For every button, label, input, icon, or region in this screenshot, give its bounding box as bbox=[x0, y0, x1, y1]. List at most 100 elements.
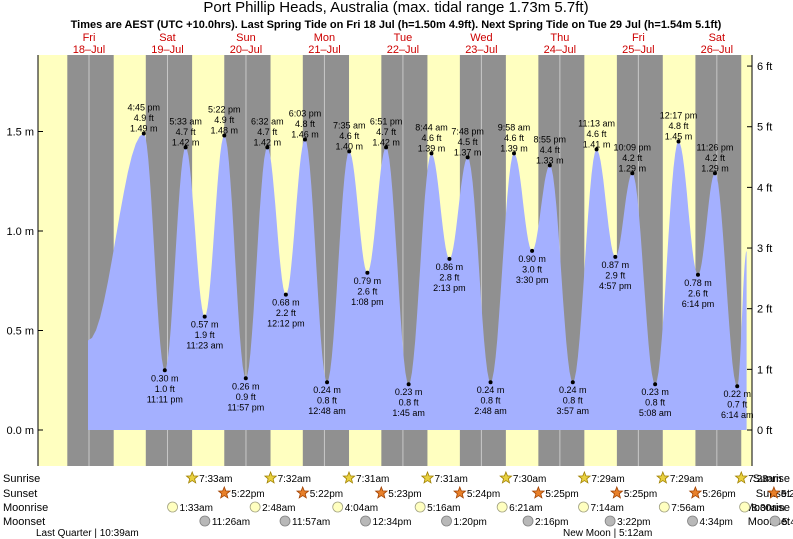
tide-label: 4.6 ft bbox=[587, 129, 608, 139]
row-label-left: Sunset bbox=[3, 488, 37, 500]
sunrise-time: 7:28am bbox=[748, 474, 781, 485]
tide-label: 0.57 m bbox=[191, 320, 219, 330]
tide-label: 0.68 m bbox=[272, 298, 300, 308]
tide-label: 0.22 m bbox=[723, 389, 751, 399]
moonset-time: 3:22pm bbox=[617, 517, 650, 528]
tide-label: 1.42 m bbox=[372, 137, 400, 147]
tide-point bbox=[547, 163, 552, 168]
sunset-time: 5:25pm bbox=[545, 489, 578, 500]
tide-label: 1.40 m bbox=[335, 141, 363, 151]
sunset-icon bbox=[767, 485, 781, 499]
tide-label: 5:22 pm bbox=[208, 104, 241, 114]
tide-label: 1.46 m bbox=[291, 129, 319, 139]
moonset-icon bbox=[279, 515, 291, 527]
tide-label: 0.24 m bbox=[313, 385, 341, 395]
sunset-icon bbox=[217, 485, 232, 499]
moonset-icon bbox=[522, 515, 534, 527]
tide-label: 3.0 ft bbox=[522, 264, 543, 274]
tide-point bbox=[613, 254, 618, 259]
tide-label: 12:17 pm bbox=[660, 110, 698, 120]
moonrise-icon bbox=[332, 501, 344, 513]
tide-label: 0.8 ft bbox=[317, 396, 338, 406]
day-header-date: 24–Jul bbox=[544, 44, 576, 56]
tide-point bbox=[712, 171, 717, 176]
tide-label: 11:23 am bbox=[186, 341, 223, 351]
tide-point bbox=[202, 314, 207, 319]
tide-label: 0.23 m bbox=[641, 387, 669, 397]
tide-point bbox=[365, 270, 370, 275]
tide-label: 8:44 am bbox=[415, 122, 448, 132]
moonset-icon bbox=[604, 515, 616, 527]
sunrise-icon bbox=[656, 470, 670, 484]
sunrise-icon bbox=[263, 470, 278, 484]
tide-label: 1.41 m bbox=[583, 139, 611, 149]
sunrise-icon bbox=[420, 470, 435, 484]
tide-point bbox=[530, 248, 535, 253]
sunset-time: 5:26pm bbox=[702, 489, 735, 500]
moonrise-icon bbox=[167, 501, 178, 513]
tide-point bbox=[265, 145, 270, 150]
y-tick-label-m: 0.5 m bbox=[6, 326, 34, 338]
sunset-time: 5:22pm bbox=[231, 489, 264, 500]
tide-label: 4:57 pm bbox=[599, 281, 632, 291]
tide-label: 1.42 m bbox=[254, 137, 282, 147]
tide-label: 0.24 m bbox=[559, 385, 587, 395]
moonrise-time: 2:48am bbox=[262, 503, 295, 514]
day-header-date: 21–Jul bbox=[308, 44, 340, 56]
tide-label: 2.2 ft bbox=[276, 308, 297, 318]
sunrise-icon bbox=[577, 470, 592, 484]
day-header-date: 26–Jul bbox=[701, 44, 733, 56]
tide-label: 4.6 ft bbox=[504, 133, 525, 143]
sunrise-icon bbox=[734, 470, 749, 484]
tide-label: 4.7 ft bbox=[257, 127, 278, 137]
tide-label: 2:13 pm bbox=[433, 283, 466, 293]
day-header-date: 22–Jul bbox=[387, 44, 419, 56]
tide-point bbox=[222, 133, 227, 138]
row-label-left: Sunrise bbox=[3, 473, 40, 485]
tide-point bbox=[141, 131, 146, 136]
tide-label: 4.9 ft bbox=[134, 113, 155, 123]
moonrise-time: 8:30am bbox=[752, 503, 785, 514]
day-header-dow: Sun bbox=[236, 32, 256, 44]
moonset-time: 2:16pm bbox=[535, 517, 568, 528]
tide-label: 0.90 m bbox=[518, 254, 546, 264]
chart-subtitle: Times are AEST (UTC +10.0hrs). Last Spri… bbox=[71, 19, 722, 31]
sunrise-time: 7:30am bbox=[513, 474, 546, 485]
sunrise-time: 7:33am bbox=[199, 474, 232, 485]
tide-label: 0.8 ft bbox=[399, 398, 420, 408]
tide-label: 4.7 ft bbox=[376, 127, 397, 137]
tide-point bbox=[406, 382, 411, 387]
tide-point bbox=[302, 137, 307, 142]
tide-label: 1.45 m bbox=[665, 131, 693, 141]
tide-area bbox=[88, 133, 747, 430]
moonset-icon bbox=[199, 515, 211, 527]
day-header-date: 25–Jul bbox=[622, 44, 654, 56]
sunset-icon bbox=[531, 485, 546, 499]
moonrise-time: 6:21am bbox=[509, 503, 542, 514]
sunrise-time: 7:29am bbox=[591, 474, 624, 485]
tide-point bbox=[695, 272, 700, 277]
tide-label: 7:48 pm bbox=[451, 126, 484, 136]
moonset-time: 11:57am bbox=[292, 517, 330, 528]
tide-label: 1.29 m bbox=[701, 163, 729, 173]
tide-label: 6:03 pm bbox=[289, 108, 322, 118]
tide-label: 1.37 m bbox=[454, 147, 482, 157]
sunrise-icon bbox=[185, 470, 199, 484]
tide-label: 6:32 am bbox=[251, 116, 284, 126]
y-tick-label-m: 1.0 m bbox=[6, 226, 34, 238]
tide-label: 2:48 am bbox=[474, 406, 507, 416]
tide-label: 4.6 ft bbox=[339, 131, 360, 141]
tide-label: 1.29 m bbox=[619, 163, 647, 173]
y-tick-label-m: 1.5 m bbox=[6, 127, 34, 139]
moonrise-time: 4:04am bbox=[345, 503, 378, 514]
tide-label: 4.7 ft bbox=[176, 127, 197, 137]
tide-point bbox=[653, 382, 658, 387]
tide-point bbox=[347, 149, 352, 154]
tide-label: 6:14 am bbox=[721, 410, 754, 420]
moonset-time: 12:34pm bbox=[373, 517, 412, 528]
moonset-time: 1:20pm bbox=[454, 517, 487, 528]
tide-label: 0.8 ft bbox=[645, 398, 666, 408]
tide-label: 6:51 pm bbox=[370, 116, 403, 126]
day-header-date: 18–Jul bbox=[73, 44, 105, 56]
tide-label: 11:57 pm bbox=[227, 402, 264, 412]
